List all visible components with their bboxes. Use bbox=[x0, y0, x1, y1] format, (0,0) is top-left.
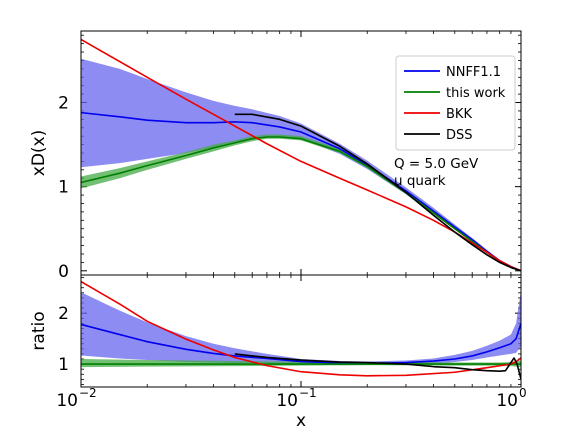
main-plot-area bbox=[81, 38, 521, 272]
legend-frame bbox=[395, 55, 516, 151]
main-ytick-label: 1 bbox=[58, 178, 69, 198]
x-tick-label-base: 10 bbox=[276, 391, 298, 411]
legend-label-bkk: BKK bbox=[446, 107, 472, 122]
main-line-bkk bbox=[81, 38, 521, 272]
main-panel: 0 1 2 xD(x) NNFF1.1 this work BKK DSS Q = … bbox=[29, 30, 522, 282]
ratio-y-tick-labels: 12 bbox=[58, 304, 69, 375]
ratio-y-axis-label: ratio bbox=[29, 311, 49, 350]
x-axis-label: x bbox=[296, 411, 306, 431]
x-tick-label-base: 10 bbox=[56, 391, 78, 411]
main-line-dss bbox=[234, 113, 521, 272]
ratio-line-dss bbox=[234, 353, 521, 380]
ratio-axes-frame bbox=[80, 274, 522, 388]
legend-label-dss: DSS bbox=[446, 128, 473, 143]
main-y-axis-label: xD(x) bbox=[29, 130, 49, 176]
annotation-flavor: u quark bbox=[394, 173, 446, 189]
ratio-line-bkk bbox=[81, 280, 521, 377]
x-tick-labels: 10 −2 10 −1 10 0 bbox=[56, 386, 526, 411]
main-y-tick-labels: 0 1 2 bbox=[58, 94, 69, 282]
legend-label-nnff: NNFF1.1 bbox=[446, 65, 501, 80]
main-band-nnff1-1 bbox=[81, 58, 521, 271]
x-tick-label: 10 −2 bbox=[56, 386, 96, 411]
x-tick-label-exponent: 0 bbox=[519, 386, 527, 400]
ratio-ytick-label: 2 bbox=[58, 304, 69, 324]
annotation-scale: Q = 5.0 GeV bbox=[394, 156, 479, 172]
ratio-panel: 12 ratio bbox=[29, 274, 522, 388]
ratio-plot-area bbox=[81, 280, 521, 380]
legend-label-this-work: this work bbox=[446, 86, 506, 101]
x-tick-label: 10 0 bbox=[496, 386, 526, 411]
ratio-ytick-label: 1 bbox=[58, 355, 69, 375]
x-tick-label-exponent: −2 bbox=[79, 386, 97, 400]
legend: NNFF1.1 this work BKK DSS bbox=[395, 55, 516, 151]
x-tick-label-base: 10 bbox=[496, 391, 518, 411]
x-tick-label: 10 −1 bbox=[276, 386, 316, 411]
ratio-band-nnff1-1 bbox=[81, 290, 521, 366]
x-tick-label-exponent: −1 bbox=[299, 386, 317, 400]
main-ytick-label: 2 bbox=[58, 94, 69, 114]
main-ytick-label: 0 bbox=[58, 262, 69, 282]
